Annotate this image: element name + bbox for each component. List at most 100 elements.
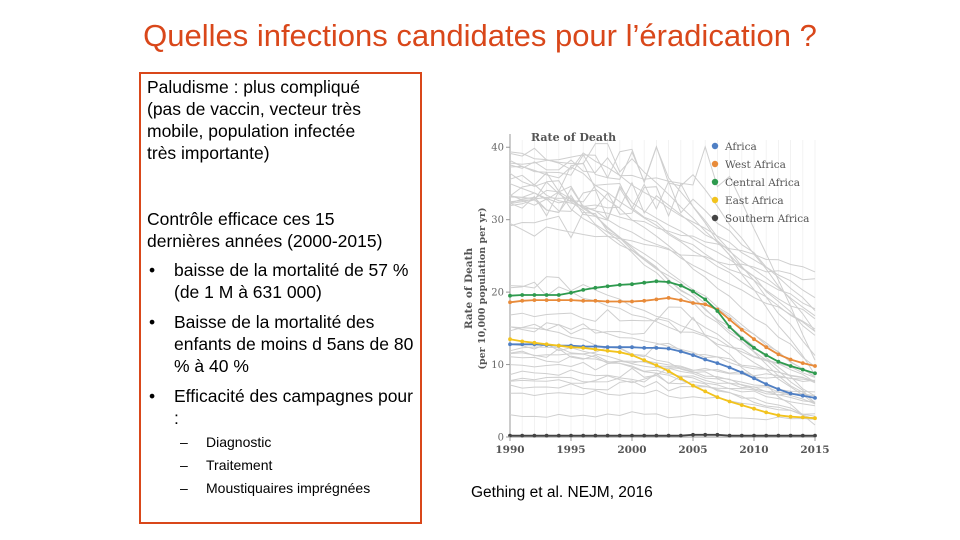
data-point [556, 298, 561, 302]
data-point [642, 280, 647, 285]
data-point [630, 353, 634, 357]
background-country-line [509, 281, 816, 378]
background-country-line [509, 348, 816, 415]
data-point [788, 357, 793, 362]
data-point [593, 347, 598, 352]
data-point [642, 298, 647, 303]
sub-bullet-symbol: – [180, 457, 188, 473]
data-point [556, 343, 561, 348]
data-point [703, 357, 708, 362]
y-tick-label: 40 [491, 143, 504, 154]
y-tick-label: 30 [491, 215, 504, 226]
data-point [544, 298, 549, 302]
legend-label: Southern Africa [725, 213, 809, 225]
background-country-line [509, 355, 816, 383]
background-country-line [509, 372, 816, 397]
data-point [581, 288, 586, 292]
data-point [617, 350, 622, 355]
background-country-line [509, 159, 816, 332]
data-point [764, 345, 769, 350]
data-point [581, 298, 586, 303]
data-point [703, 432, 708, 437]
background-country-line [509, 411, 816, 421]
data-point [727, 365, 732, 370]
source-citation: Gething et al. NEJM, 2016 [471, 484, 653, 501]
data-point [678, 298, 683, 302]
data-point [691, 432, 695, 437]
data-point [752, 376, 756, 381]
data-point [544, 433, 549, 438]
data-point [617, 283, 622, 287]
sub-bullet-list: – Diagnostic – Traitement – Moustiquaire… [174, 433, 422, 497]
background-country-line [509, 380, 816, 397]
data-point [678, 433, 683, 438]
y-axis-label: Rate of Death [463, 248, 475, 330]
data-point [654, 297, 659, 302]
legend-marker [711, 160, 719, 168]
data-point [508, 337, 512, 342]
data-point [666, 280, 671, 284]
data-point [569, 290, 573, 295]
y-tick-label: 20 [491, 288, 504, 299]
data-point [605, 299, 610, 304]
series-line [510, 433, 815, 437]
data-point [813, 416, 817, 421]
data-point [630, 345, 634, 350]
data-point [752, 406, 756, 411]
data-point [800, 393, 805, 398]
background-country-line [509, 190, 816, 378]
data-point [532, 293, 537, 297]
background-country-line [509, 360, 816, 382]
background-country-line [509, 323, 816, 405]
bullet-item: • Baisse de la mortalité des enfants de … [147, 311, 422, 377]
data-point [581, 346, 586, 350]
data-point [752, 433, 756, 438]
data-point [727, 317, 732, 322]
legend-marker [711, 196, 719, 204]
data-point [678, 349, 683, 354]
data-point [776, 352, 781, 357]
data-point [764, 410, 769, 415]
data-point [532, 340, 537, 345]
series-line [509, 338, 816, 420]
legend-label: West Africa [725, 159, 786, 171]
background-country-line [509, 182, 816, 376]
sub-bullet-item: – Traitement [174, 456, 422, 474]
data-point [520, 433, 525, 438]
data-point [678, 376, 683, 381]
data-point [739, 327, 744, 332]
legend-label: East Africa [725, 195, 784, 207]
data-point [800, 367, 805, 372]
data-point [800, 415, 805, 420]
sub-bullet-text: Moustiquaires imprégnées [206, 480, 371, 496]
data-point [691, 353, 695, 357]
data-point [593, 344, 598, 349]
data-point [727, 433, 732, 438]
data-point [605, 345, 610, 350]
data-point [727, 325, 732, 329]
background-country-line [509, 306, 816, 405]
data-point [642, 358, 647, 363]
background-country-line [509, 374, 816, 420]
data-point [630, 282, 634, 287]
data-point [593, 298, 598, 303]
data-point [654, 363, 659, 368]
series-line [509, 296, 816, 367]
bullet-symbol: • [149, 386, 156, 406]
data-point [739, 433, 744, 438]
background-country-line [509, 180, 816, 330]
data-point [727, 399, 732, 404]
data-point [642, 346, 647, 350]
background-country-line [509, 322, 816, 382]
data-point [605, 348, 610, 353]
data-point [617, 299, 622, 304]
bullet-list: • baisse de la mortalité de 57 % (de 1 M… [147, 259, 422, 505]
sub-bullet-symbol: – [180, 480, 188, 496]
background-country-line [509, 223, 816, 281]
data-point [788, 364, 793, 368]
background-country-line [509, 187, 816, 320]
data-point [691, 301, 695, 305]
data-point [508, 342, 512, 347]
data-point [569, 298, 573, 302]
y-tick-label: 0 [498, 433, 504, 444]
